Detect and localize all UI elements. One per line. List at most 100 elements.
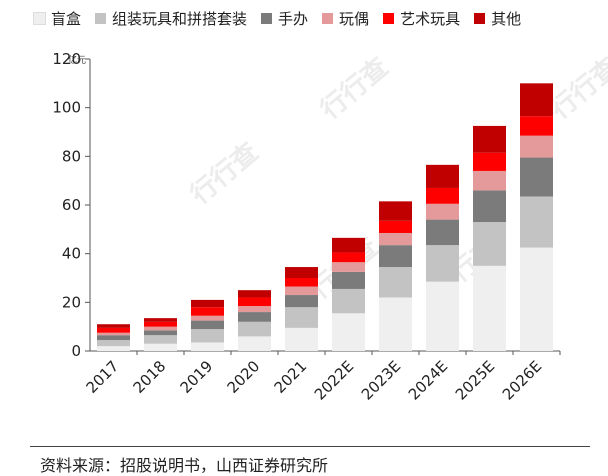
bar-segment bbox=[426, 245, 459, 282]
y-tick-label: 100 bbox=[52, 99, 81, 117]
bar-segment bbox=[285, 278, 318, 287]
y-tick-label: 40 bbox=[62, 245, 81, 263]
bar-segment bbox=[285, 286, 318, 296]
bar-segment bbox=[285, 267, 318, 278]
bar-segment bbox=[144, 330, 177, 336]
legend-label: 手办 bbox=[278, 10, 309, 28]
y-unit-label: 亿元 bbox=[68, 54, 86, 66]
bar-segment bbox=[191, 315, 224, 321]
bar-segment bbox=[473, 190, 506, 223]
stacked-bar-chart: 行行查行行查行行查行行查行行查020406080100120亿元20172018… bbox=[52, 50, 608, 404]
bar-segment bbox=[191, 342, 224, 351]
y-tick-label: 80 bbox=[62, 147, 81, 165]
bar-segment bbox=[285, 327, 318, 351]
bar-segment bbox=[144, 335, 177, 344]
bar-segment bbox=[379, 220, 412, 233]
legend-swatch bbox=[261, 13, 273, 24]
legend-label: 玩偶 bbox=[339, 10, 370, 28]
legend-swatch bbox=[33, 12, 46, 25]
watermark-text: 行行查 bbox=[544, 51, 608, 126]
bar-segment bbox=[332, 288, 365, 314]
bar-segment bbox=[332, 262, 365, 272]
bar-segment bbox=[379, 267, 412, 298]
bar-segment bbox=[332, 313, 365, 351]
x-tick-label: 2026E bbox=[499, 357, 545, 403]
bar-segment bbox=[426, 187, 459, 204]
bar-segment bbox=[520, 83, 553, 117]
x-tick-label: 2024E bbox=[405, 357, 451, 403]
bar-segment bbox=[97, 335, 130, 341]
bar-segment bbox=[379, 245, 412, 268]
bar-segment bbox=[379, 297, 412, 351]
x-tick-label: 2018 bbox=[130, 357, 170, 397]
bar-segment bbox=[426, 164, 459, 188]
watermark-text: 行行查 bbox=[184, 136, 264, 211]
y-tick-label: 120 bbox=[52, 50, 81, 68]
bar-segment bbox=[332, 271, 365, 289]
bar-segment bbox=[520, 247, 553, 351]
bar-segment bbox=[97, 332, 130, 336]
bar-segment bbox=[473, 265, 506, 351]
bar-segment bbox=[144, 343, 177, 351]
bar-segment bbox=[144, 321, 177, 327]
legend-item: 玩偶 bbox=[322, 8, 369, 29]
chart-legend: 盲盒 组装玩具和拼搭套装 手办 玩偶 艺术玩具 其他 bbox=[33, 8, 535, 29]
x-tick-label: 2025E bbox=[452, 357, 498, 403]
bar-segment bbox=[191, 329, 224, 343]
bar-segment bbox=[332, 237, 365, 253]
bar-segment bbox=[238, 336, 271, 351]
bar-segment bbox=[144, 318, 177, 322]
bar-segment bbox=[238, 321, 271, 337]
bar-segment bbox=[97, 340, 130, 347]
bar-segment bbox=[520, 135, 553, 158]
bar-segment bbox=[379, 232, 412, 246]
bar-segment bbox=[473, 152, 506, 171]
y-tick-label: 0 bbox=[71, 342, 81, 360]
bar-segment bbox=[238, 312, 271, 322]
legend-label: 盲盒 bbox=[51, 10, 82, 28]
bar-segment bbox=[285, 307, 318, 328]
bar-segment bbox=[379, 201, 412, 221]
x-tick-label: 2022E bbox=[311, 357, 357, 403]
bar-segment bbox=[520, 116, 553, 136]
bar-segment bbox=[191, 320, 224, 330]
legend-item: 组装玩具和拼搭套装 bbox=[95, 8, 247, 29]
bar-segment bbox=[238, 297, 271, 306]
bar-segment bbox=[520, 157, 553, 197]
bar-segment bbox=[520, 196, 553, 248]
bar-segment bbox=[238, 290, 271, 298]
bar-segment bbox=[191, 307, 224, 316]
legend-item: 盲盒 bbox=[33, 8, 82, 29]
y-tick-label: 60 bbox=[62, 196, 81, 214]
bar-segment bbox=[97, 346, 130, 351]
bar-segment bbox=[332, 252, 365, 263]
bar-segment bbox=[97, 324, 130, 328]
legend-label: 其他 bbox=[491, 10, 522, 28]
watermark-text: 行行查 bbox=[314, 51, 394, 126]
legend-swatch bbox=[322, 13, 334, 24]
x-tick-label: 2019 bbox=[177, 357, 217, 397]
x-tick-label: 2021 bbox=[271, 357, 311, 397]
legend-swatch bbox=[474, 13, 486, 24]
footer-divider bbox=[30, 446, 590, 447]
legend-item: 其他 bbox=[474, 8, 521, 29]
bar-segment bbox=[238, 305, 271, 313]
x-tick-label: 2020 bbox=[224, 357, 264, 397]
bar-segment bbox=[426, 219, 459, 246]
x-tick-label: 2017 bbox=[83, 357, 123, 397]
legend-item: 艺术玩具 bbox=[383, 8, 460, 29]
bar-segment bbox=[285, 295, 318, 308]
x-tick-label: 2023E bbox=[358, 357, 404, 403]
y-tick-label: 20 bbox=[62, 293, 81, 311]
bar-segment bbox=[473, 170, 506, 191]
bar-segment bbox=[191, 299, 224, 308]
legend-item: 手办 bbox=[261, 8, 308, 29]
bar-segment bbox=[144, 326, 177, 331]
bar-segment bbox=[426, 203, 459, 220]
legend-label: 组装玩具和拼搭套装 bbox=[112, 10, 248, 28]
bar-segment bbox=[426, 281, 459, 351]
bar-segment bbox=[473, 125, 506, 153]
bar-segment bbox=[97, 327, 130, 333]
legend-label: 艺术玩具 bbox=[400, 10, 461, 28]
source-note: 资料来源：招股说明书，山西证券研究所 bbox=[40, 456, 329, 475]
